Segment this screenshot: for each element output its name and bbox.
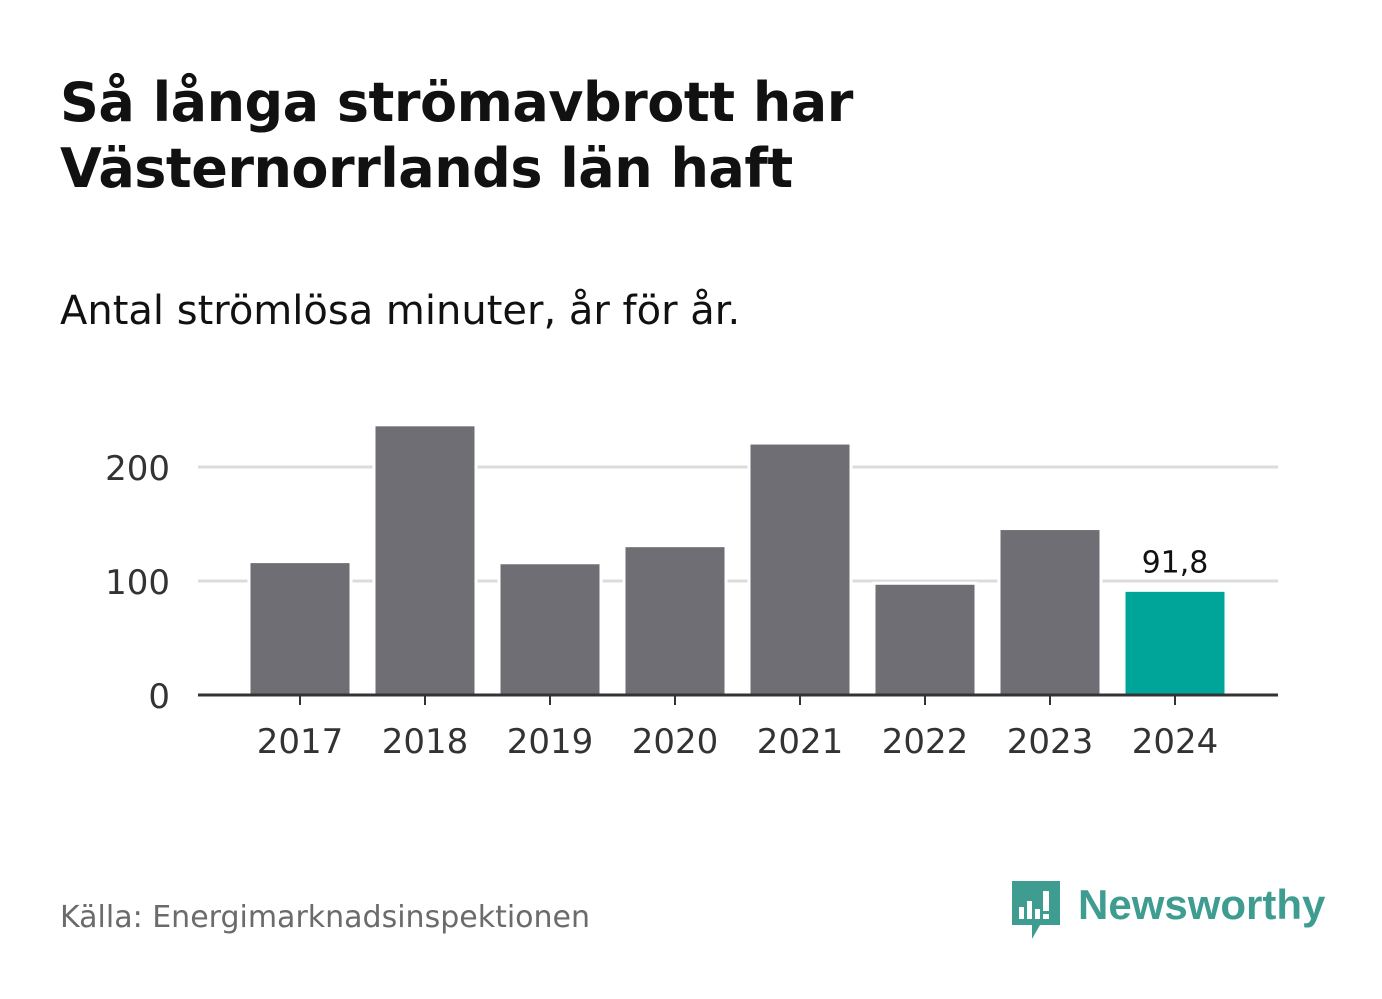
bar-2023 bbox=[997, 527, 1103, 697]
x-tick-label: 2023 bbox=[1007, 722, 1094, 762]
y-tick-label: 0 bbox=[148, 677, 170, 717]
bar-2018 bbox=[372, 423, 478, 697]
y-tick-label: 100 bbox=[105, 563, 170, 603]
x-tick-label: 2018 bbox=[382, 722, 469, 762]
bar-2017 bbox=[247, 560, 353, 697]
bar-chart-speech-bubble-icon bbox=[1012, 881, 1060, 939]
bar-2022 bbox=[872, 581, 978, 697]
source-note: Källa: Energimarknadsinspektionen bbox=[60, 900, 591, 935]
x-tick-label: 2022 bbox=[882, 722, 969, 762]
bar-2020 bbox=[622, 544, 728, 697]
y-tick-label: 200 bbox=[105, 449, 170, 489]
x-tick-label: 2019 bbox=[507, 722, 594, 762]
bar-2019 bbox=[497, 561, 603, 697]
logo-text: Newsworthy bbox=[1078, 881, 1326, 928]
x-tick-label: 2024 bbox=[1132, 722, 1219, 762]
bar-2024 bbox=[1122, 588, 1228, 697]
x-tick-label: 2017 bbox=[257, 722, 344, 762]
chart-subtitle: Antal strömlösa minuter, år för år. bbox=[60, 288, 741, 334]
x-tick-label: 2020 bbox=[632, 722, 719, 762]
newsworthy-logo: Newsworthy bbox=[1010, 878, 1325, 942]
chart-title: Så långa strömavbrott har Västernorrland… bbox=[60, 71, 853, 200]
data-label: 91,8 bbox=[1142, 545, 1209, 580]
bar-2021 bbox=[747, 441, 853, 697]
x-tick-label: 2021 bbox=[757, 722, 844, 762]
